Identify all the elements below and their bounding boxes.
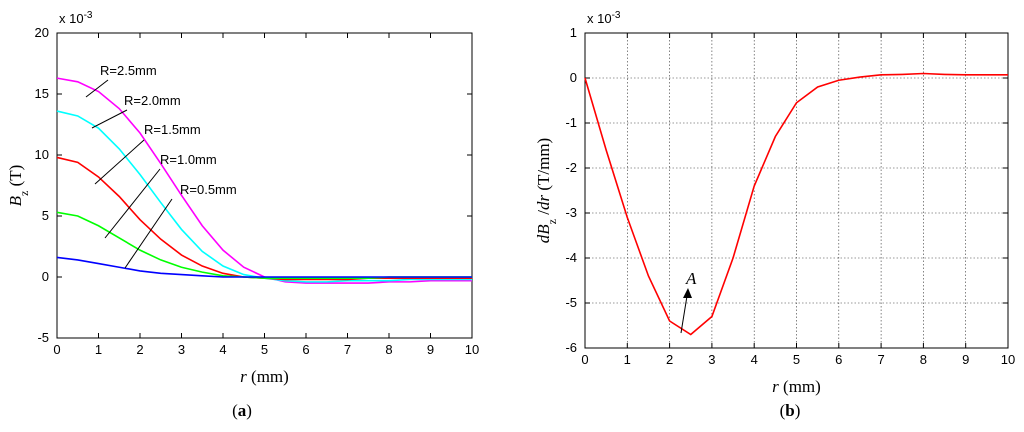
x-axis-label-part: (mm) [779, 377, 821, 396]
x-tick-label: 1 [95, 342, 102, 357]
y-tick-label: -2 [565, 160, 577, 175]
panel-caption: (b) [780, 401, 801, 420]
x-tick-label: 8 [385, 342, 392, 357]
x-tick-label: 3 [178, 342, 185, 357]
axis-multiplier-part: -3 [84, 10, 93, 21]
x-tick-label: 2 [136, 342, 143, 357]
panel-caption-part: ) [246, 401, 252, 420]
y-axis-label: dBz /dr (T/mm) [534, 138, 559, 243]
axis-multiplier: x 10-3 [587, 10, 621, 27]
y-axis-label-part: (T/mm) [534, 138, 553, 195]
y-tick-label: 1 [570, 25, 577, 40]
y-axis-label-part: dB [534, 224, 553, 244]
y-tick-label: -5 [37, 330, 49, 345]
x-tick-label: 10 [465, 342, 479, 357]
annotation: A [685, 269, 697, 288]
annotation-leader [94, 139, 145, 185]
x-axis-label-part: r [240, 367, 247, 386]
annotation: R=1.0mm [160, 152, 217, 167]
y-axis-label-part: z [17, 191, 31, 196]
x-tick-label: 6 [302, 342, 309, 357]
y-tick-label: 10 [35, 147, 49, 162]
x-axis-label-part: r [772, 377, 779, 396]
axis-multiplier-part: -3 [612, 10, 621, 21]
axis-multiplier-part: x 10 [59, 11, 84, 26]
x-axis-label: r (mm) [240, 367, 289, 386]
y-tick-label: -3 [565, 205, 577, 220]
y-axis-label-part: (T) [6, 165, 25, 191]
panel-caption-part: ) [795, 401, 801, 420]
x-tick-label: 5 [261, 342, 268, 357]
annotation: R=2.0mm [124, 93, 181, 108]
annotation: R=2.5mm [100, 63, 157, 78]
x-tick-label: 10 [1001, 352, 1015, 367]
y-axis-label-part: / [534, 210, 553, 219]
annotation: R=1.5mm [144, 122, 201, 137]
annotation-arrowhead [683, 288, 692, 298]
panel-caption-part: ( [780, 401, 786, 420]
x-tick-label: 7 [344, 342, 351, 357]
x-tick-label: 4 [219, 342, 226, 357]
x-tick-label: 6 [835, 352, 842, 367]
x-tick-label: 8 [920, 352, 927, 367]
x-axis-label: r (mm) [772, 377, 821, 396]
x-tick-label: 9 [427, 342, 434, 357]
y-tick-label: 20 [35, 25, 49, 40]
panel-caption-part: ( [232, 401, 238, 420]
y-tick-label: -4 [565, 250, 577, 265]
y-tick-label: -5 [565, 295, 577, 310]
y-axis-label-part: z [545, 219, 559, 224]
x-tick-label: 3 [708, 352, 715, 367]
x-axis-label-part: (mm) [247, 367, 289, 386]
x-tick-label: 7 [877, 352, 884, 367]
axes-box [584, 32, 1009, 349]
x-tick-label: 4 [751, 352, 758, 367]
axis-multiplier-part: x 10 [587, 11, 612, 26]
annotation: R=0.5mm [180, 182, 237, 197]
panel-caption-part: a [238, 401, 247, 420]
x-tick-label: 5 [793, 352, 800, 367]
y-tick-label: 0 [570, 70, 577, 85]
x-tick-label: 2 [666, 352, 673, 367]
annotation-leader [104, 168, 161, 239]
y-axis-label-part: dr [534, 195, 553, 211]
panel-caption: (a) [232, 401, 252, 420]
y-tick-label: 5 [42, 208, 49, 223]
x-tick-label: 9 [962, 352, 969, 367]
y-axis-label-part: B [6, 195, 25, 206]
annotation-arrow [680, 295, 688, 334]
plot-area [57, 33, 472, 338]
x-tick-label: 0 [581, 352, 588, 367]
annotation-leader [85, 79, 109, 98]
axes-box [56, 32, 473, 339]
x-tick-label: 1 [624, 352, 631, 367]
series-line [584, 72, 1008, 336]
x-tick-label: 0 [53, 342, 60, 357]
y-tick-label: -1 [565, 115, 577, 130]
annotation-leader [91, 109, 128, 129]
axis-multiplier: x 10-3 [59, 10, 93, 27]
y-axis-label: Bz (T) [6, 165, 31, 207]
annotation-leader [124, 198, 173, 269]
y-tick-label: 15 [35, 86, 49, 101]
panel-caption-part: b [785, 401, 794, 420]
y-tick-label: -6 [565, 340, 577, 355]
y-tick-label: 0 [42, 269, 49, 284]
series-line [56, 256, 472, 278]
